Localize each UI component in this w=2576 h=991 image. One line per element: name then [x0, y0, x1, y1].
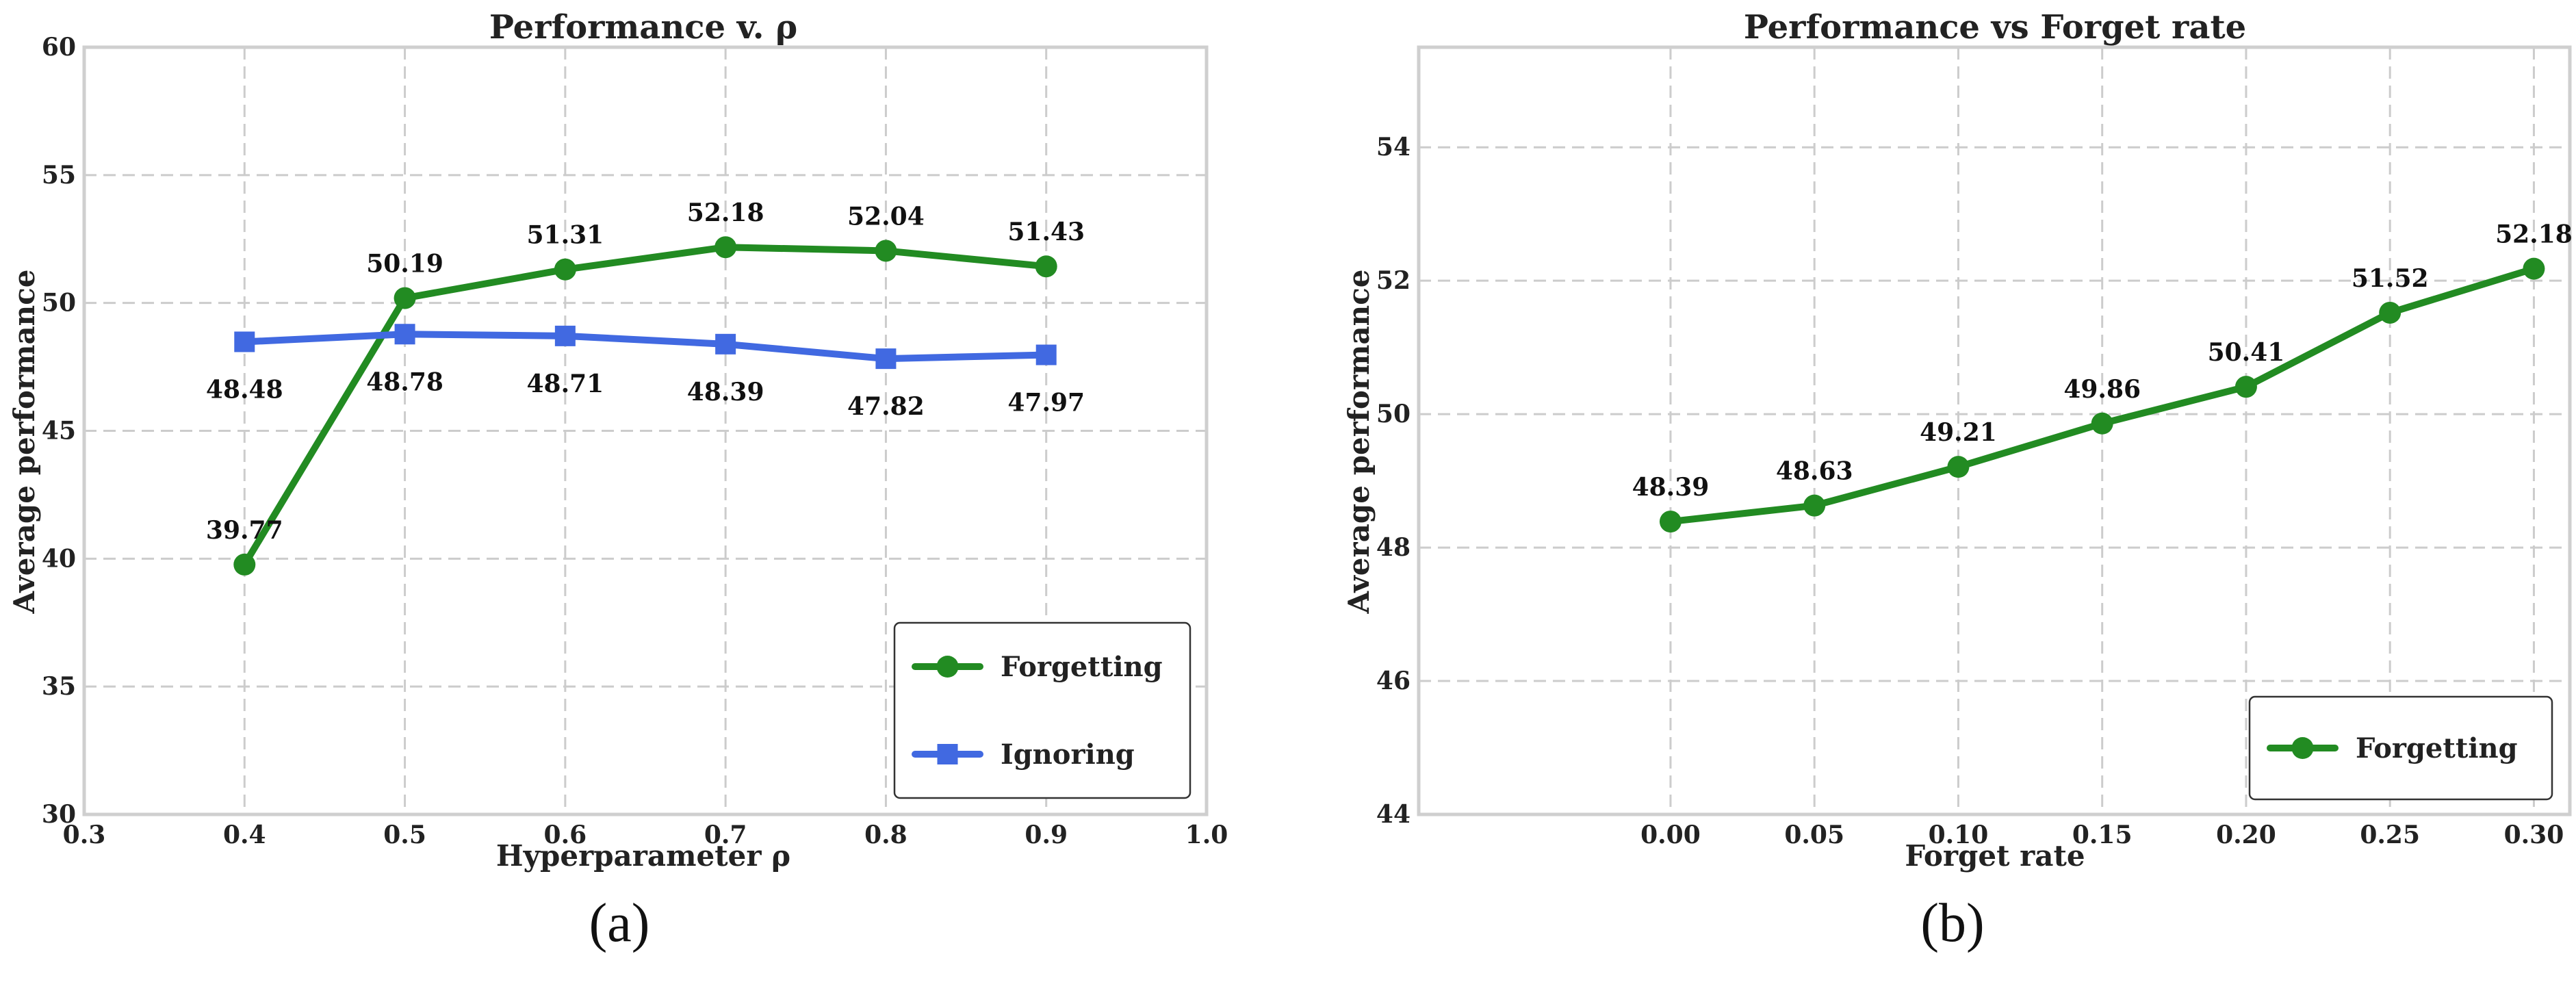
chart-a-xtick: 0.4	[223, 821, 266, 849]
chart-a-plot-frame	[82, 45, 1209, 816]
chart-b-legend-label: Forgetting	[2356, 732, 2518, 764]
chart-b-xtick: 0.00	[1640, 821, 1701, 849]
chart-a-ytick: 60	[42, 33, 76, 62]
chart-b-point	[2234, 376, 2257, 398]
chart-a-point	[554, 258, 576, 281]
chart-a-data-label: 48.71	[526, 370, 604, 398]
chart-a-ytick: 35	[42, 672, 76, 701]
chart-a-xtick: 1.0	[1185, 821, 1228, 849]
panel-label-b: (b)	[1920, 893, 1984, 953]
chart-a-point	[1035, 344, 1057, 365]
chart-a-point	[394, 287, 416, 309]
chart-a-point	[554, 325, 576, 346]
chart-a-data-label: 47.82	[847, 392, 925, 421]
chart-b-point	[2379, 301, 2401, 324]
chart-a-xtick: 0.6	[544, 821, 587, 849]
chart-a-xlabel: Hyperparameter ρ	[496, 839, 790, 873]
chart-a-legend: Forgetting Ignoring	[893, 621, 1192, 799]
chart-a-legend-label: Forgetting	[1001, 651, 1163, 683]
chart-b-data-label: 49.21	[1920, 418, 1997, 447]
chart-a-series-forgetting: 39.77 50.19 51.31 52.18 52.04 51.43	[206, 198, 1085, 576]
chart-a-point	[875, 240, 897, 262]
chart-b-xtick: 0.30	[2504, 821, 2564, 849]
chart-b-xlabel: Forget rate	[1905, 839, 2085, 873]
chart-b-data-label: 50.41	[2208, 338, 2285, 367]
chart-a-title: Performance v. ρ	[489, 8, 797, 47]
chart-a-legend-marker	[936, 656, 959, 678]
chart-a-xtick: 0.9	[1025, 821, 1068, 849]
chart-b-data-label: 49.86	[2063, 375, 2141, 404]
chart-a-ytick: 45	[42, 417, 76, 446]
chart-a-legend-label: Ignoring	[1001, 738, 1135, 771]
chart-a-data-label: 48.78	[366, 368, 443, 396]
chart-b-data-label: 48.39	[1632, 473, 1710, 502]
chart-a-legend-marker	[937, 744, 958, 764]
chart-b-legend: Forgetting	[2248, 695, 2553, 801]
chart-a-data-label: 51.43	[1007, 218, 1085, 246]
chart-b-ytick: 52	[1376, 266, 1411, 295]
chart-b-point	[2523, 257, 2545, 280]
chart-b-ytick: 54	[1376, 133, 1411, 162]
chart-a-data-label: 39.77	[206, 516, 283, 545]
chart-b-xtick: 0.20	[2216, 821, 2276, 849]
chart-a-xtick: 0.8	[864, 821, 907, 849]
chart-a-point	[394, 324, 415, 345]
chart-b-legend-box	[2248, 695, 2553, 801]
chart-b-ytick: 50	[1376, 400, 1411, 428]
chart-a-data-label: 51.31	[526, 221, 604, 250]
chart-a-ytick: 30	[42, 800, 76, 829]
chart-a-point	[234, 331, 255, 352]
chart-a-data-label: 48.39	[687, 378, 764, 407]
chart-b-data-label: 52.18	[2495, 220, 2573, 249]
chart-b-title: Performance vs Forget rate	[1744, 8, 2246, 47]
chart-b-xtick: 0.25	[2360, 821, 2420, 849]
chart-a-data-label: 48.48	[206, 375, 283, 404]
chart-b-xtick: 0.05	[1784, 821, 1844, 849]
panel-label-a: (a)	[589, 893, 650, 953]
chart-b-series-forgetting: 48.39 48.63 49.21 49.86 50.41 51.52 52.18	[1632, 220, 2573, 533]
chart-a-point	[233, 553, 256, 576]
chart-a-xtick: 0.5	[383, 821, 426, 849]
chart-b-point	[1947, 456, 1970, 478]
chart-a-series-ignoring: 48.48 48.78 48.71 48.39 47.82 47.97	[206, 324, 1085, 421]
chart-a: Performance v. ρ Hyperparameter ρ Averag…	[8, 8, 1228, 953]
chart-a-point	[714, 236, 737, 259]
chart-b-ytick: 44	[1376, 800, 1411, 829]
chart-b-point	[2091, 412, 2113, 435]
chart-a-point	[715, 333, 736, 355]
chart-b-point	[1803, 494, 1826, 517]
chart-a-data-label: 52.18	[687, 198, 764, 227]
chart-a-point	[1035, 255, 1057, 278]
chart-a-xtick: 0.3	[63, 821, 106, 849]
chart-a-line-forgetting	[241, 244, 1050, 568]
chart-b-legend-marker	[2291, 737, 2314, 759]
chart-b-ytick: 48	[1376, 533, 1411, 562]
chart-b-plot-frame	[1417, 45, 2572, 816]
chart-a-point	[875, 348, 897, 370]
chart-a-data-label: 52.04	[847, 202, 925, 231]
chart-b-ytick: 46	[1376, 667, 1411, 695]
chart-a-legend-box	[893, 621, 1192, 799]
chart-a-ylabel: Average performance	[8, 270, 41, 615]
chart-b: Performance vs Forget rate Forget rate A…	[1342, 8, 2573, 953]
chart-a-ytick: 40	[42, 544, 76, 573]
chart-a-line-ignoring	[241, 331, 1050, 363]
chart-b-point	[1659, 511, 1682, 533]
chart-b-data-label: 51.52	[2352, 264, 2429, 293]
chart-b-xtick: 0.10	[1929, 821, 1989, 849]
chart-b-xtick: 0.15	[2072, 821, 2133, 849]
chart-a-xtick: 0.7	[704, 821, 747, 849]
chart-a-ytick: 50	[42, 289, 76, 318]
chart-b-data-label: 48.63	[1776, 457, 1853, 486]
chart-a-ytick: 55	[42, 161, 76, 190]
chart-a-data-label: 50.19	[366, 250, 443, 279]
chart-b-ylabel: Average performance	[1342, 270, 1376, 615]
chart-a-data-label: 47.97	[1007, 389, 1085, 417]
